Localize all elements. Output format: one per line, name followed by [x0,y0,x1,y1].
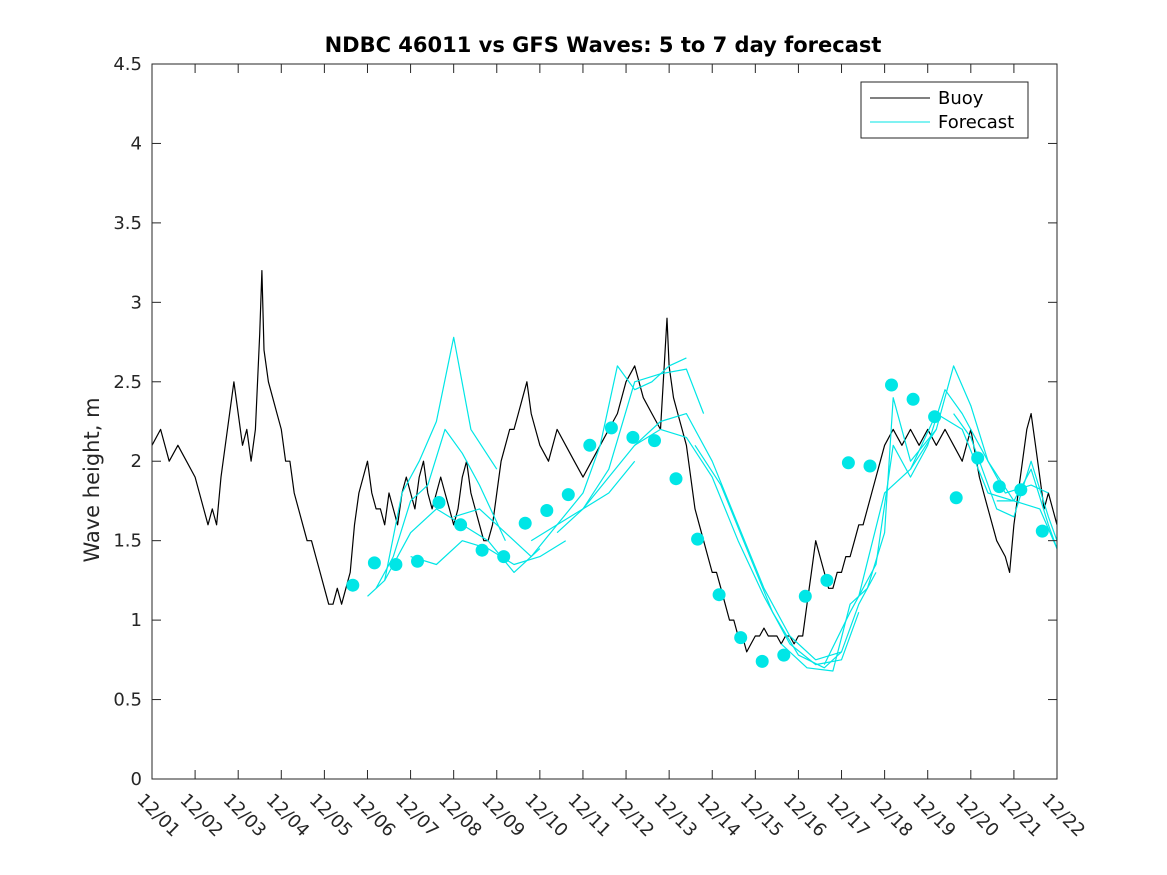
forecast-marker [518,516,532,530]
y-tick-label: 1 [131,610,142,631]
forecast-series-line-15 [953,413,1058,541]
forecast-marker [411,554,424,568]
buoy-series-line [151,270,1058,653]
legend-buoy-label: Buoy [938,88,984,109]
forecast-series-line-16 [996,468,1058,549]
forecast-marker [432,496,446,509]
y-tick-label: 2 [131,451,142,472]
legend: Buoy Forecast [860,81,1029,139]
forecast-marker [691,532,705,546]
chart-title: NDBC 46011 vs GFS Waves: 5 to 7 day fore… [325,33,882,57]
forecast-marker [734,631,748,645]
forecast-series-line-8 [582,413,842,661]
forecast-marker [712,588,726,602]
forecast-marker [604,421,618,435]
forecast-series-line-6 [530,357,687,542]
forecast-marker [777,648,791,662]
forecast-marker [1035,524,1049,538]
y-tick-label: 3.5 [113,213,142,234]
forecast-marker [648,434,661,448]
forecast-marker [971,451,985,465]
legend-box [860,81,1029,139]
forecast-marker [1014,483,1028,497]
forecast-series-line-12 [823,389,1015,665]
forecast-marker [626,430,640,444]
forecast-series-line-2 [375,428,506,589]
y-tick-label: 2.5 [113,372,142,393]
y-axis-label: Wave height, m [80,397,104,562]
forecast-series-line-1 [367,336,498,597]
forecast-marker [841,456,855,470]
forecast-series-line-9 [634,428,860,666]
y-tick-label: 3 [131,292,142,313]
forecast-marker [949,491,963,505]
forecast-marker [906,392,920,406]
forecast-marker [497,550,511,564]
plot-area-frame [151,63,1058,780]
legend-forecast-label: Forecast [938,112,1014,133]
forecast-marker [583,438,597,452]
y-tick-label: 4.5 [113,54,142,75]
forecast-marker [928,410,942,424]
forecast-marker [863,459,877,473]
forecast-marker [885,378,898,392]
forecast-marker [669,472,683,486]
forecast-marker [454,518,468,532]
forecast-series-line-5 [453,460,636,558]
forecast-marker [540,504,554,517]
forecast-series-line-10 [694,444,877,669]
y-tick-label: 0 [131,769,142,790]
forecast-marker [561,488,575,502]
forecast-marker [475,543,489,557]
y-tick-label: 0.5 [113,690,142,711]
y-tick-label: 1.5 [113,531,142,552]
forecast-marker [755,654,769,668]
plot-series-group [151,270,1058,672]
forecast-marker [367,556,381,570]
forecast-series-line-11 [780,397,937,672]
forecast-marker [389,558,403,571]
forecast-marker [820,573,834,587]
forecast-marker [992,480,1006,494]
y-tick-label: 4 [131,133,142,154]
forecast-marker [798,589,812,603]
forecast-marker [346,578,360,592]
